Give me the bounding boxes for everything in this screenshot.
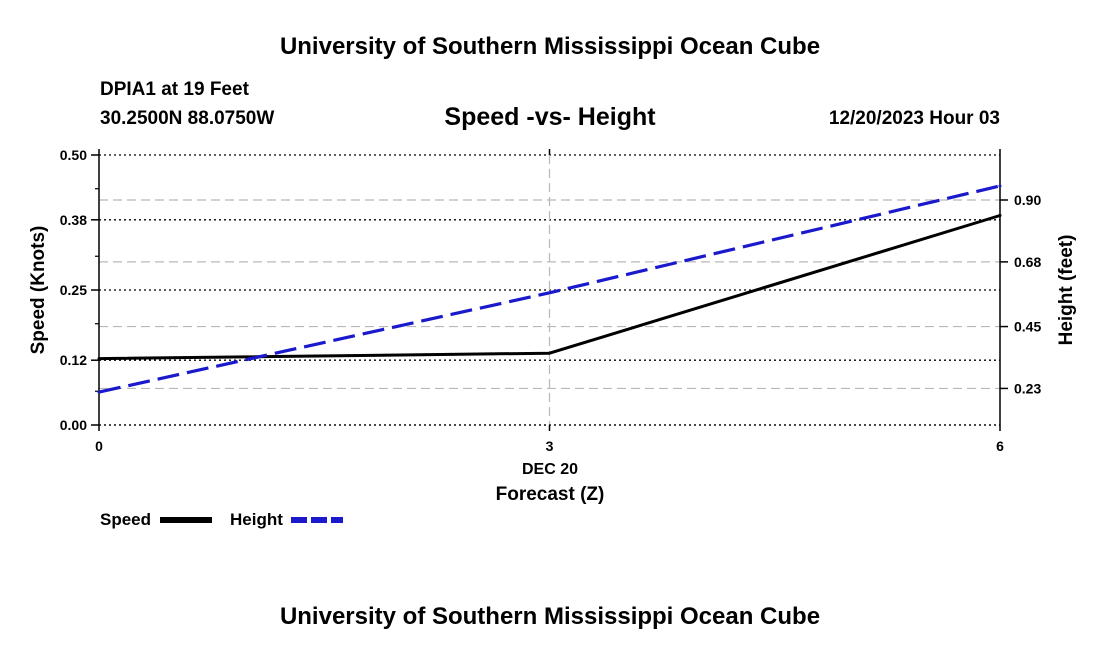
chart-grid bbox=[99, 154, 1000, 426]
y-tick-label-left: 0.25 bbox=[60, 282, 87, 298]
footer-title: University of Southern Mississippi Ocean… bbox=[280, 603, 820, 630]
chart-series bbox=[97, 184, 1002, 394]
x-tick-label: 3 bbox=[546, 438, 554, 454]
y-axis-right-title: Height (feet) bbox=[1056, 235, 1077, 346]
legend-height-label: Height bbox=[230, 510, 283, 529]
data-point-speed-2 bbox=[998, 213, 1002, 217]
station-coordinates: 30.2500N 88.0750W bbox=[100, 108, 274, 129]
x-tick-label: 0 bbox=[95, 438, 103, 454]
chart-header-title: University of Southern Mississippi Ocean… bbox=[280, 33, 820, 60]
chart-legend: Speed Height bbox=[100, 510, 343, 529]
data-point-speed-0 bbox=[97, 357, 101, 361]
chart-title: Speed -vs- Height bbox=[444, 103, 656, 131]
y-tick-label-right: 0.23 bbox=[1014, 380, 1041, 396]
data-point-height-0 bbox=[97, 390, 101, 394]
y-tick-label-right: 0.68 bbox=[1014, 254, 1041, 270]
data-point-height-1 bbox=[548, 291, 551, 295]
x-tick-label: 6 bbox=[996, 438, 1004, 454]
y-axis-left-title: Speed (Knots) bbox=[28, 226, 49, 355]
data-point-speed-1 bbox=[548, 351, 551, 355]
chart-ticks: 0.00 0.12 0.25 0.38 0.50 0.23 0.45 0.68 0.90 0 3 6 bbox=[60, 147, 1042, 454]
x-axis-title: Forecast (Z) bbox=[496, 484, 605, 505]
y-tick-label-left: 0.12 bbox=[60, 352, 87, 368]
data-point-height-2 bbox=[998, 184, 1002, 188]
y-tick-label-left: 0.00 bbox=[60, 417, 87, 433]
y-tick-label-right: 0.45 bbox=[1014, 319, 1041, 335]
station-label: DPIA1 at 19 Feet bbox=[100, 79, 250, 100]
x-axis-date-label: DEC 20 bbox=[522, 461, 578, 478]
y-tick-label-left: 0.50 bbox=[60, 147, 87, 163]
forecast-datetime: 12/20/2023 Hour 03 bbox=[829, 108, 1000, 129]
y-tick-label-left: 0.38 bbox=[60, 212, 87, 228]
legend-speed-label: Speed bbox=[100, 510, 151, 529]
y-tick-label-right: 0.90 bbox=[1014, 192, 1041, 208]
